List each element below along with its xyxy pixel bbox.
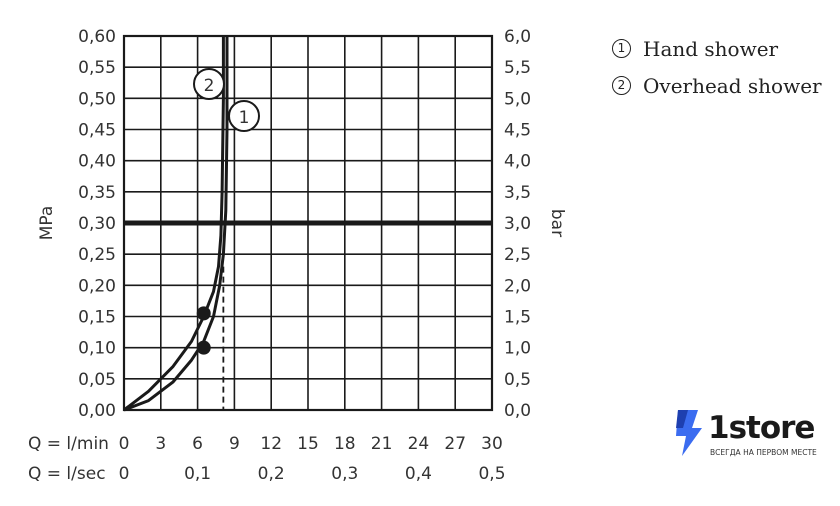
y-tick-left: 0,60 <box>78 27 116 47</box>
x-tick-min: 12 <box>260 434 282 454</box>
y-tick-right: 4,0 <box>504 152 531 172</box>
logo-wordmark: 1store <box>708 410 815 446</box>
data-point <box>196 306 211 321</box>
y-tick-left: 0,30 <box>78 214 116 234</box>
legend-item-overhead-shower: 2 Overhead shower <box>612 67 822 104</box>
y-tick-left: 0,10 <box>78 339 116 359</box>
x-tick-min: 24 <box>408 434 430 454</box>
x-tick-min: 9 <box>229 434 240 454</box>
lightning-bolt-icon <box>676 410 702 456</box>
y-tick-left: 0,20 <box>78 276 116 296</box>
y-tick-right: 5,0 <box>504 89 531 109</box>
y-tick-left: 0,55 <box>78 58 116 78</box>
store-logo: 1store ВСЕГДА НА ПЕРВОМ МЕСТЕ <box>672 408 832 464</box>
y-tick-left: 0,05 <box>78 370 116 390</box>
x-tick-sec: 0,2 <box>258 464 285 484</box>
y-tick-right: 4,5 <box>504 121 531 141</box>
x-axis-label-min: Q = l/min <box>28 434 109 454</box>
y-tick-right: 2,0 <box>504 276 531 296</box>
curve-marker-label-2: 2 <box>204 76 215 96</box>
y-tick-right: 2,5 <box>504 245 531 265</box>
x-tick-min: 6 <box>192 434 203 454</box>
y-tick-right: 1,5 <box>504 308 531 328</box>
x-tick-sec: 0,5 <box>478 464 505 484</box>
series-curve-2 <box>123 36 225 412</box>
legend: 1 Hand shower 2 Overhead shower <box>612 30 822 104</box>
y-tick-right: 0,0 <box>504 401 531 421</box>
x-tick-sec: 0,3 <box>331 464 358 484</box>
x-tick-min: 3 <box>155 434 166 454</box>
x-tick-sec: 0 <box>119 464 130 484</box>
y-tick-right: 6,0 <box>504 27 531 47</box>
y-tick-left: 0,35 <box>78 183 116 203</box>
curve-marker-2 <box>193 68 225 100</box>
y-tick-left: 0,00 <box>78 401 116 421</box>
curve-marker-1 <box>228 100 260 132</box>
curve-marker-label-1: 1 <box>239 108 250 128</box>
series-curve-1 <box>123 36 229 412</box>
legend-marker-1: 1 <box>612 39 631 58</box>
x-tick-min: 15 <box>297 434 319 454</box>
x-tick-min: 0 <box>119 434 130 454</box>
y-tick-right: 3,0 <box>504 214 531 234</box>
y-tick-left: 0,50 <box>78 89 116 109</box>
x-tick-min: 30 <box>481 434 503 454</box>
x-tick-min: 18 <box>334 434 356 454</box>
legend-marker-2: 2 <box>612 76 631 95</box>
logo-tagline: ВСЕГДА НА ПЕРВОМ МЕСТЕ <box>710 448 817 457</box>
y-axis-label-left: MPa <box>37 206 57 241</box>
x-tick-sec: 0,4 <box>405 464 432 484</box>
y-tick-right: 5,5 <box>504 58 531 78</box>
y-tick-left: 0,15 <box>78 308 116 328</box>
x-tick-min: 21 <box>371 434 393 454</box>
y-axis-label-right: bar <box>547 209 567 237</box>
y-tick-left: 0,40 <box>78 152 116 172</box>
legend-item-hand-shower: 1 Hand shower <box>612 30 822 67</box>
y-tick-right: 3,5 <box>504 183 531 203</box>
data-point <box>196 340 211 355</box>
x-axis-label-sec: Q = l/sec <box>28 464 106 484</box>
y-tick-left: 0,45 <box>78 121 116 141</box>
y-tick-right: 1,0 <box>504 339 531 359</box>
y-tick-right: 0,5 <box>504 370 531 390</box>
legend-label-hand-shower: Hand shower <box>643 36 779 61</box>
x-tick-sec: 0,1 <box>184 464 211 484</box>
x-tick-min: 27 <box>444 434 466 454</box>
y-tick-left: 0,25 <box>78 245 116 265</box>
legend-label-overhead-shower: Overhead shower <box>643 73 822 98</box>
